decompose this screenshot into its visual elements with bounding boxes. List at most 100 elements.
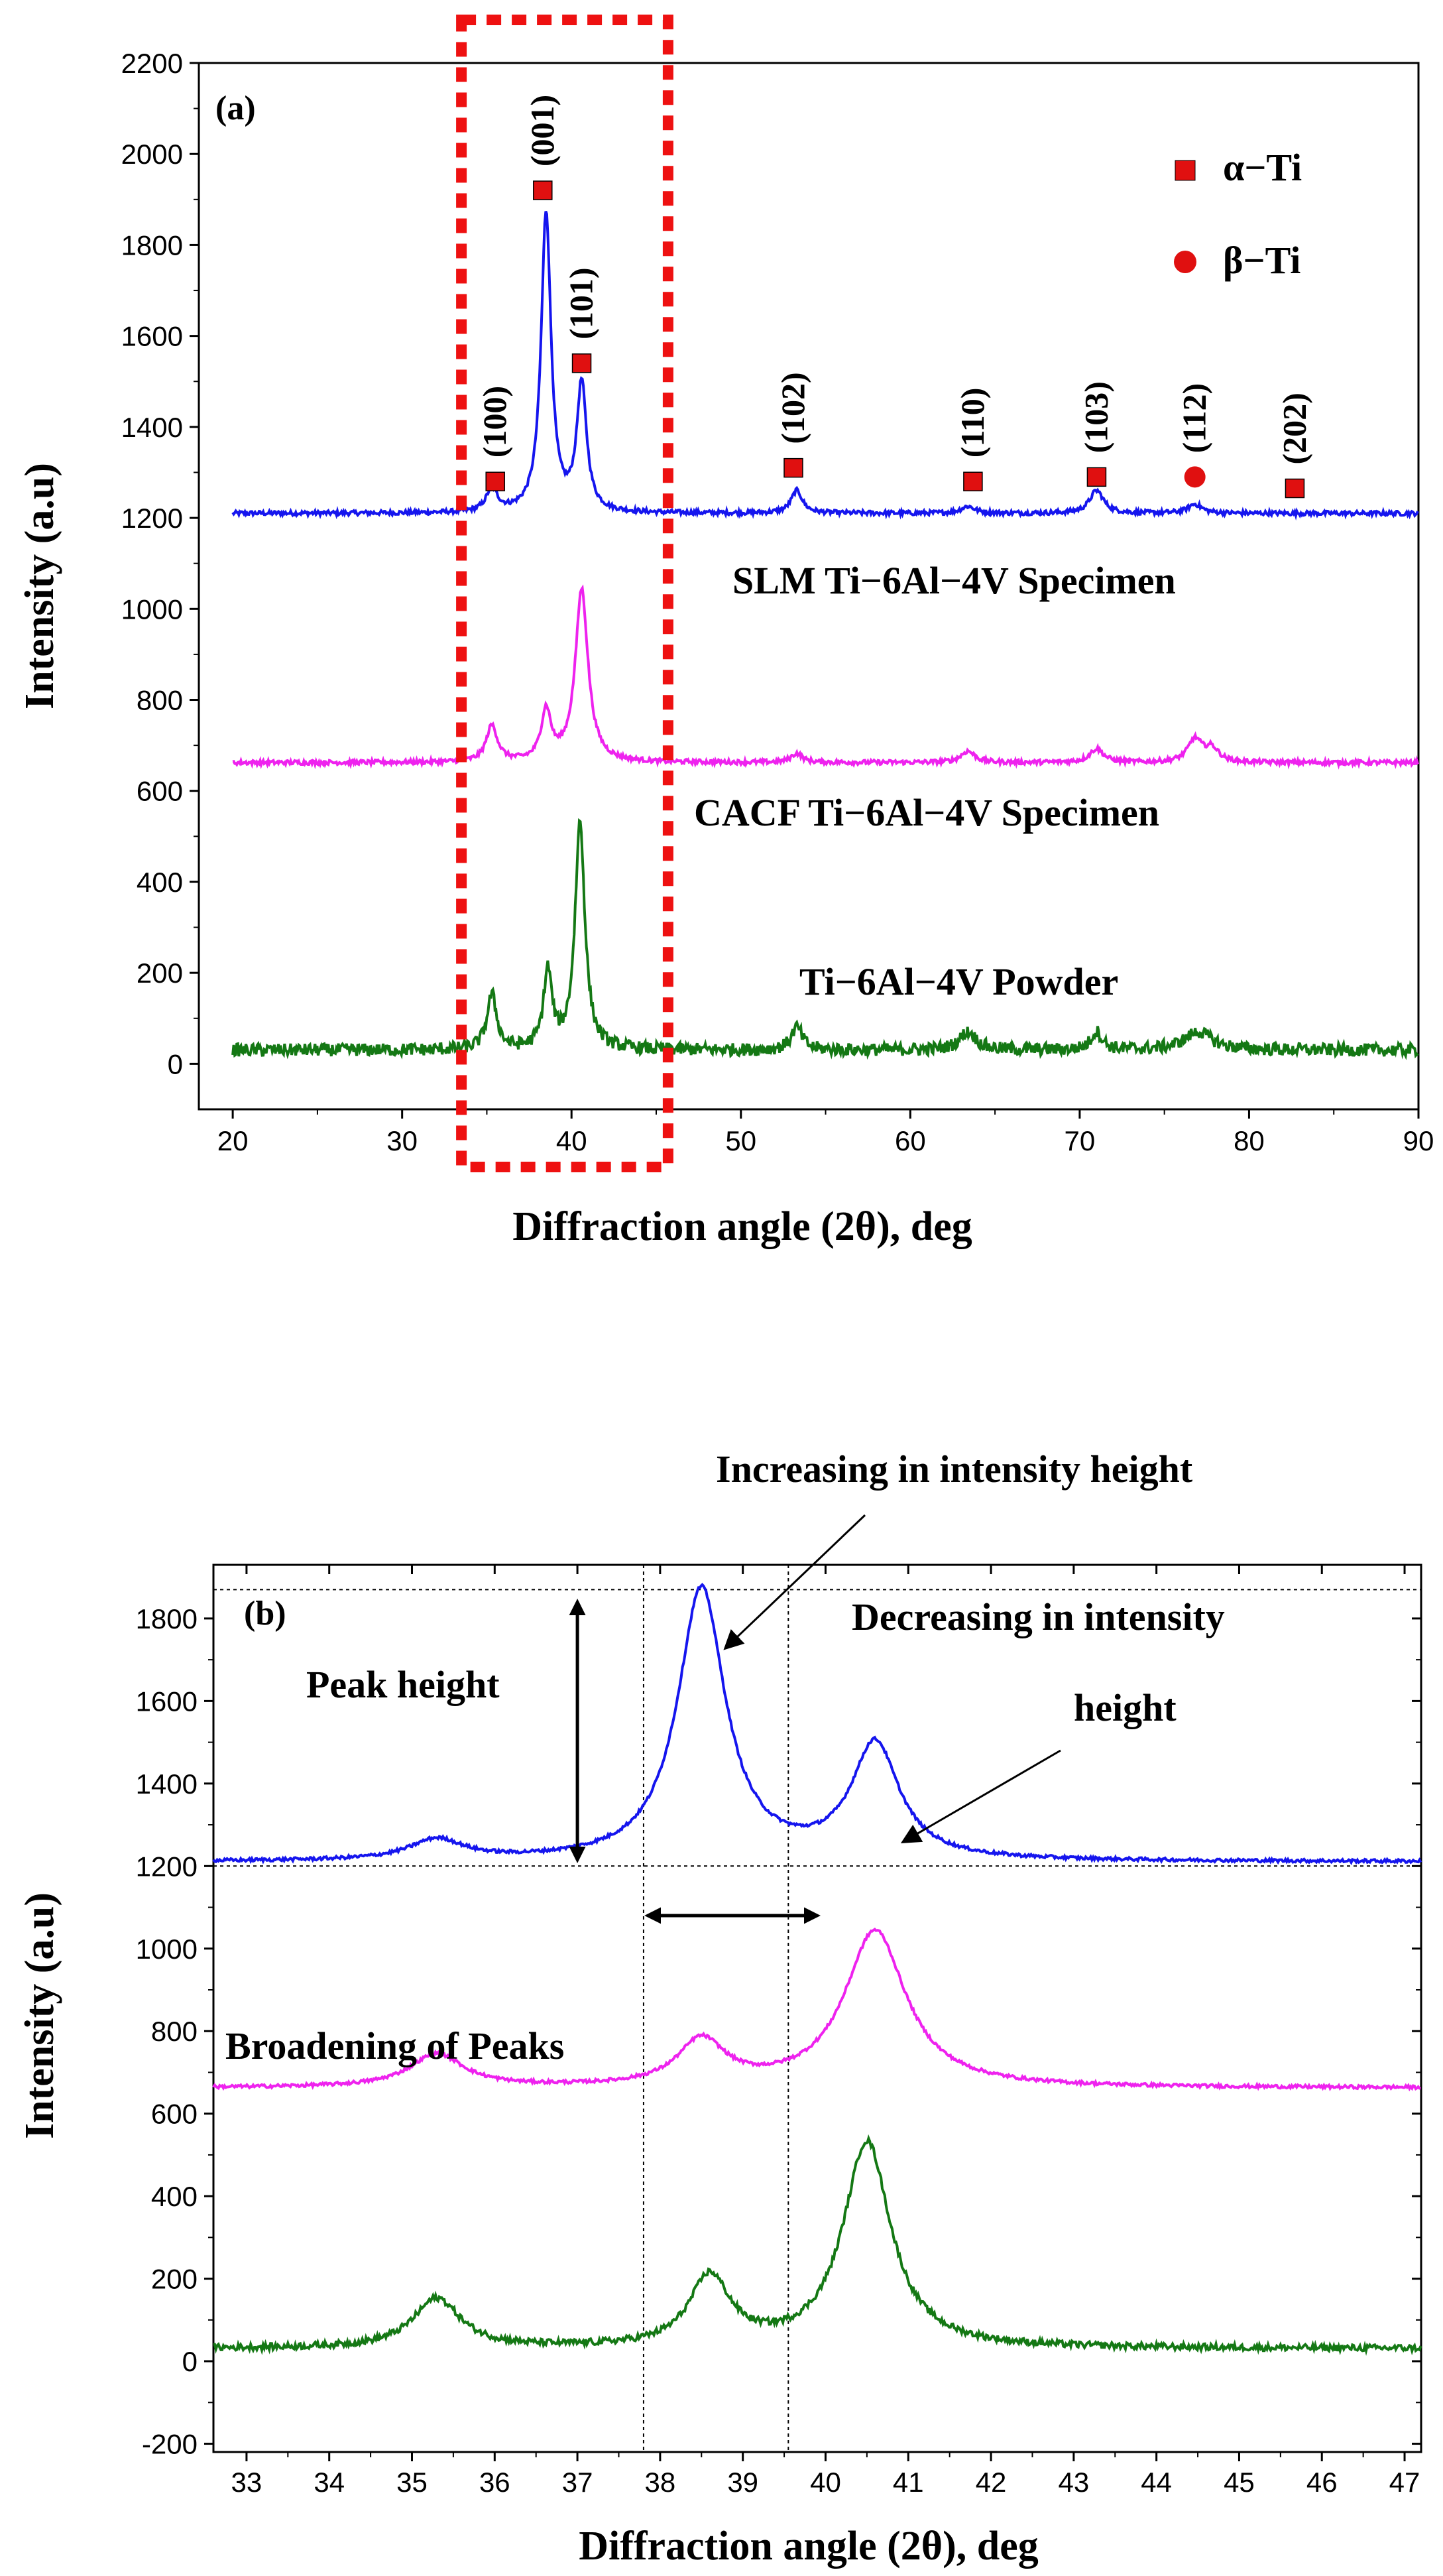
panel-b-chart: -200 0 200 400 600 800 1000 1200 1400 1600 1800 33…	[17, 1447, 1422, 2569]
label-slm: SLM Ti−6Al−4V Specimen	[732, 559, 1176, 602]
a-x-tick-label: 30	[386, 1125, 418, 1156]
hkl-label: (112)	[1176, 383, 1213, 454]
hkl-label: (102)	[774, 372, 811, 444]
b-x-tick-label: 34	[314, 2467, 345, 2498]
b-x-tick-label: 45	[1224, 2467, 1255, 2498]
hkl-label: (001)	[524, 95, 561, 166]
increasing-arrow	[723, 1514, 866, 1650]
hkl-label: (202)	[1275, 393, 1312, 464]
annotation-decreasing-line2: height	[1074, 1686, 1177, 1729]
legend-beta-label: β−Ti	[1223, 239, 1300, 282]
hkl-label: (103)	[1077, 381, 1114, 453]
b-y-tick-label: 1400	[136, 1768, 198, 1800]
panel-a-x-ticks: 20 30 40 50 60 70 80 90	[217, 1109, 1434, 1156]
label-cacf: CACF Ti−6Al−4V Specimen	[694, 791, 1159, 834]
a-series-slm-line	[231, 211, 1419, 521]
panel-b-y-axis-title: Intensity (a.u)	[17, 1892, 62, 2139]
annotation-decreasing-line1: Decreasing in intensity	[852, 1595, 1225, 1638]
alpha-ti-marker	[485, 471, 505, 491]
b-y-tick-label: -200	[142, 2429, 198, 2460]
a-x-tick-label: 70	[1065, 1125, 1096, 1156]
panel-b-y-ticks: -200 0 200 400 600 800 1000 1200 1400 1600 1800	[136, 1603, 1421, 2460]
b-x-tick-label: 40	[810, 2467, 841, 2498]
panel-b-x-axis-title: Diffraction angle (2θ), deg	[579, 2524, 1039, 2569]
panel-a-chart: 0 200 400 600 800 1000 1200 1400 1600 1800 2000 220…	[17, 15, 1434, 1249]
panel-a-y-ticks: 0 200 400 600 800 1000 1200 1400 1600 1800 2000 220…	[121, 48, 199, 1079]
a-y-tick-label: 800	[137, 685, 183, 716]
b-x-tick-label: 38	[645, 2467, 676, 2498]
alpha-ti-marker	[1285, 478, 1305, 499]
a-y-tick-label: 1600	[121, 321, 183, 352]
panel-a-x-axis-title: Diffraction angle (2θ), deg	[512, 1204, 972, 1249]
b-y-tick-label: 1200	[136, 1851, 198, 1882]
b-x-tick-label: 47	[1389, 2467, 1420, 2498]
panel-a-frame	[198, 62, 1420, 1111]
b-y-tick-label: 600	[151, 2099, 198, 2130]
panel-b-frame	[212, 1564, 1422, 2453]
alpha-ti-marker	[963, 471, 983, 491]
b-x-tick-label: 43	[1059, 2467, 1090, 2498]
b-x-tick-label: 41	[893, 2467, 924, 2498]
annotation-peak-height: Peak height	[306, 1663, 500, 1706]
panel-b-label: (b)	[244, 1595, 286, 1632]
b-x-tick-label: 37	[562, 2467, 593, 2498]
hkl-label: (101)	[563, 268, 600, 339]
legend-beta-circle-icon	[1174, 251, 1196, 273]
b-x-tick-label: 44	[1141, 2467, 1172, 2498]
hkl-label: (100)	[476, 386, 513, 458]
legend-alpha-label: α−Ti	[1223, 146, 1302, 189]
panel-a-series	[231, 211, 1419, 1060]
b-y-tick-label: 800	[151, 2016, 198, 2047]
a-y-tick-label: 1000	[121, 593, 183, 625]
panel-a-peak-markers: (100) (001) (101) (102) (110) (103) (112) (202)	[476, 95, 1312, 499]
highlight-box	[456, 15, 673, 1172]
panel-b-arrows	[569, 1514, 1061, 1924]
panel-b-reference-lines	[213, 1565, 1421, 2452]
b-y-tick-label: 0	[182, 2346, 198, 2377]
a-x-tick-label: 90	[1403, 1125, 1434, 1156]
b-y-tick-label: 1000	[136, 1933, 198, 1965]
a-y-tick-label: 200	[137, 957, 183, 989]
alpha-ti-marker	[533, 180, 553, 200]
b-y-tick-label: 400	[151, 2181, 198, 2212]
panel-b-x-ticks: 33 34 35 36 37 38 39 40 41 42 43 44 45 46 47	[231, 1565, 1420, 2498]
b-x-tick-label: 33	[231, 2467, 262, 2498]
b-series-cacf-line	[212, 1928, 1421, 2092]
a-x-tick-label: 50	[725, 1125, 756, 1156]
a-y-tick-label: 0	[168, 1048, 183, 1079]
b-y-tick-label: 1600	[136, 1686, 198, 1717]
b-y-tick-label: 200	[151, 2264, 198, 2295]
a-y-tick-label: 1400	[121, 412, 183, 443]
panel-a-legend: α−Ti β−Ti	[1174, 146, 1302, 282]
b-y-tick-label: 1800	[136, 1603, 198, 1634]
panel-b-series	[212, 1583, 1422, 2356]
a-x-tick-label: 40	[556, 1125, 587, 1156]
alpha-ti-marker	[1086, 467, 1107, 487]
a-x-tick-label: 20	[217, 1125, 249, 1156]
a-y-tick-label: 2200	[121, 48, 183, 79]
a-x-tick-label: 80	[1234, 1125, 1265, 1156]
beta-ti-marker	[1184, 466, 1206, 488]
b-x-tick-label: 35	[396, 2467, 428, 2498]
a-y-tick-label: 2000	[121, 139, 183, 170]
label-powder: Ti−6Al−4V Powder	[799, 960, 1118, 1003]
panel-a-y-axis-title: Intensity (a.u)	[17, 463, 62, 709]
b-x-tick-label: 39	[727, 2467, 758, 2498]
decreasing-arrow	[900, 1749, 1061, 1843]
b-series-slm-line	[212, 1583, 1422, 1866]
b-x-tick-label: 36	[479, 2467, 510, 2498]
b-series-powder-line	[213, 2134, 1422, 2356]
a-y-tick-label: 1800	[121, 229, 183, 261]
alpha-ti-marker	[571, 353, 592, 373]
a-series-cacf-line	[232, 584, 1419, 770]
a-y-tick-label: 1200	[121, 503, 183, 534]
a-y-tick-label: 600	[137, 776, 183, 807]
annotation-increasing: Increasing in intensity height	[716, 1447, 1193, 1491]
annotation-broadening: Broadening of Peaks	[225, 2024, 564, 2067]
panel-a-label: (a)	[215, 90, 256, 127]
hkl-label: (110)	[954, 388, 991, 458]
b-x-tick-label: 46	[1306, 2467, 1338, 2498]
b-x-tick-label: 42	[976, 2467, 1007, 2498]
alpha-ti-marker	[783, 458, 803, 478]
